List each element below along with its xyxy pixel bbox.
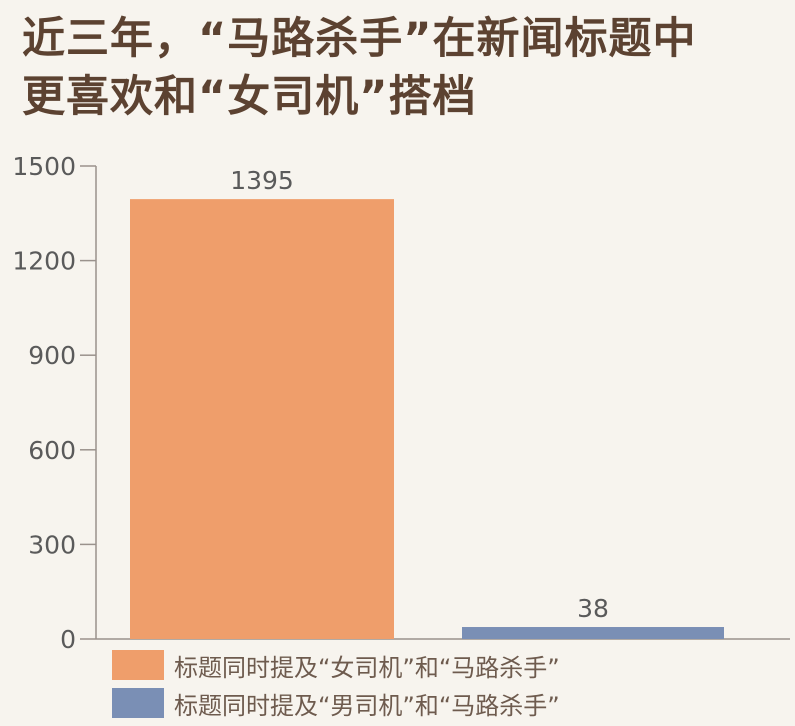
legend-swatch-female (112, 650, 164, 680)
data-label: 38 (577, 594, 609, 623)
legend-label-female: 标题同时提及“女司机”和“马路杀手” (174, 653, 560, 682)
y-tick-label: 900 (28, 341, 76, 370)
title-line-2: 更喜欢和“女司机”搭档 (22, 72, 477, 122)
y-axis-ticks: 0 300 600 900 1200 1500 (12, 152, 96, 654)
y-tick-label: 300 (28, 530, 76, 559)
legend-swatch-male (112, 688, 164, 718)
legend-item-female: 标题同时提及“女司机”和“马路杀手” (112, 646, 782, 684)
chart-legend: 标题同时提及“女司机”和“马路杀手” 标题同时提及“男司机”和“马路杀手” (112, 646, 782, 722)
bar (462, 627, 724, 639)
legend-label-male: 标题同时提及“男司机”和“马路杀手” (174, 691, 560, 720)
chart-title: 近三年，“马路杀手”在新闻标题中 更喜欢和“女司机”搭档 (22, 10, 782, 126)
y-tick-label: 600 (28, 436, 76, 465)
chart-bars (130, 199, 724, 640)
y-tick-label: 1500 (12, 152, 76, 181)
bar (130, 199, 394, 640)
y-tick-label: 0 (60, 625, 76, 654)
data-labels: 1395 38 (230, 166, 609, 623)
y-tick-label: 1200 (12, 247, 76, 276)
data-label: 1395 (230, 166, 294, 195)
legend-item-male: 标题同时提及“男司机”和“马路杀手” (112, 684, 782, 722)
title-line-1: 近三年，“马路杀手”在新闻标题中 (22, 14, 697, 64)
